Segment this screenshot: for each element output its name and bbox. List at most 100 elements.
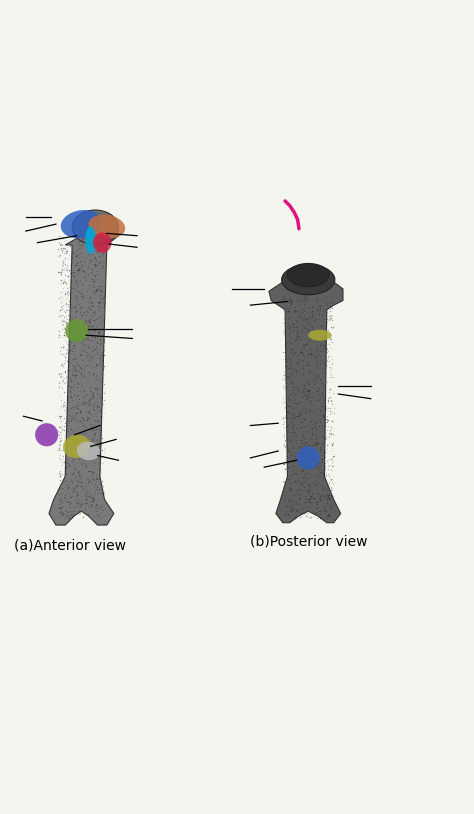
Point xyxy=(67,300,75,313)
Point xyxy=(317,442,325,455)
Point xyxy=(311,444,319,457)
Point xyxy=(295,472,302,485)
Point xyxy=(62,351,69,364)
Point xyxy=(314,463,322,476)
Point xyxy=(326,355,333,368)
Point xyxy=(84,230,91,243)
Point xyxy=(72,370,79,383)
Point xyxy=(90,402,97,415)
Point xyxy=(298,510,306,523)
Point xyxy=(284,304,292,317)
Point xyxy=(90,427,98,440)
Point xyxy=(74,501,82,514)
Point xyxy=(90,307,98,320)
Point xyxy=(305,460,312,473)
Point xyxy=(82,492,90,505)
Point xyxy=(328,475,336,488)
Point xyxy=(86,247,93,260)
Point xyxy=(313,371,321,384)
Point xyxy=(296,477,303,490)
Point xyxy=(312,295,319,309)
Point xyxy=(322,317,330,330)
Point xyxy=(300,349,308,362)
Point xyxy=(326,499,333,512)
Point xyxy=(301,448,309,461)
Point xyxy=(302,457,310,470)
Point xyxy=(90,449,97,462)
Point xyxy=(75,453,83,466)
Point xyxy=(74,399,82,412)
Point xyxy=(95,309,103,322)
Point xyxy=(84,353,91,366)
Point xyxy=(293,314,301,327)
Point xyxy=(72,489,79,502)
Point xyxy=(63,460,70,473)
Point xyxy=(77,348,85,361)
Point xyxy=(281,369,289,382)
Point xyxy=(319,389,326,402)
Point xyxy=(83,434,91,447)
Point xyxy=(282,294,290,307)
Point xyxy=(302,312,310,325)
Point xyxy=(298,433,305,446)
Point xyxy=(94,445,101,458)
Point xyxy=(285,496,293,509)
Point xyxy=(280,304,287,317)
Point xyxy=(95,350,103,363)
Point xyxy=(77,305,84,318)
Point xyxy=(62,287,69,300)
Point xyxy=(86,234,93,247)
Point xyxy=(59,444,67,457)
Point xyxy=(328,452,335,465)
Point xyxy=(289,411,297,424)
Point xyxy=(79,482,87,495)
Point xyxy=(299,419,307,432)
Point xyxy=(91,306,98,319)
Point xyxy=(279,485,287,498)
Point xyxy=(74,358,82,371)
Point xyxy=(64,369,72,382)
Point xyxy=(317,320,325,333)
Point xyxy=(291,499,298,512)
Point xyxy=(316,357,323,370)
Point xyxy=(98,256,106,269)
Point xyxy=(85,509,93,522)
Point xyxy=(75,474,82,487)
Point xyxy=(72,276,80,289)
Point xyxy=(290,400,297,414)
Point xyxy=(56,304,64,317)
Point xyxy=(64,424,72,437)
Point xyxy=(71,368,78,381)
Point xyxy=(328,357,335,370)
Point xyxy=(61,419,68,432)
Point xyxy=(91,426,99,439)
Point xyxy=(290,467,298,480)
Point xyxy=(93,258,100,271)
Point xyxy=(89,391,97,404)
Point xyxy=(325,326,332,339)
Point xyxy=(69,344,76,357)
Point xyxy=(292,423,299,436)
Point xyxy=(66,501,73,514)
Point xyxy=(71,389,78,402)
Point xyxy=(322,343,329,356)
Point xyxy=(316,331,324,344)
Point xyxy=(322,360,330,373)
Point xyxy=(62,297,69,310)
Point xyxy=(77,300,85,313)
Point xyxy=(57,399,64,412)
Point xyxy=(80,418,87,431)
Point xyxy=(94,326,101,339)
Point xyxy=(98,371,106,384)
Point xyxy=(323,424,331,437)
Point xyxy=(310,492,317,505)
Point xyxy=(75,419,82,432)
Point xyxy=(327,394,335,407)
Point xyxy=(328,349,335,362)
Point xyxy=(322,356,329,369)
Point xyxy=(94,295,102,309)
Point xyxy=(308,350,315,363)
Point xyxy=(76,466,83,479)
Point xyxy=(62,257,69,270)
Point xyxy=(309,358,316,371)
